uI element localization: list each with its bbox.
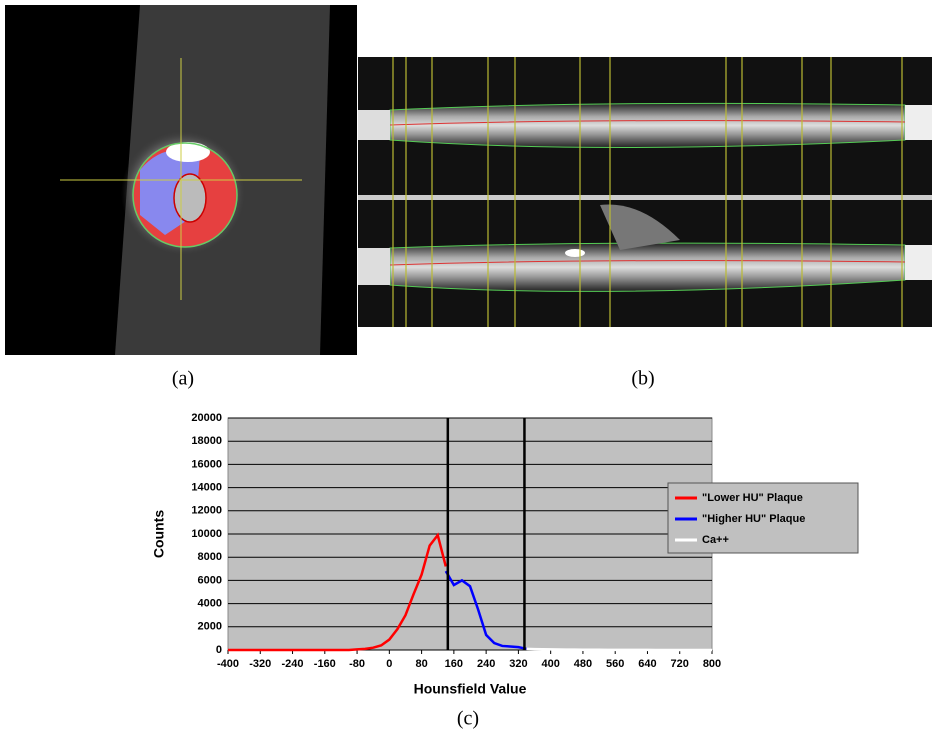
y-tick-label: 10000 [191, 528, 222, 540]
y-tick-label: 0 [216, 644, 222, 656]
x-tick-label: -160 [314, 658, 336, 670]
x-tick-label: 160 [445, 658, 463, 670]
y-tick-label: 18000 [191, 435, 222, 447]
y-tick-label: 4000 [198, 598, 222, 610]
y-axis-label: Counts [151, 510, 167, 558]
series-line [228, 532, 448, 652]
y-tick-label: 20000 [191, 412, 222, 424]
y-tick-label: 6000 [198, 574, 222, 586]
y-tick-label: 14000 [191, 482, 222, 494]
x-tick-label: -240 [282, 658, 304, 670]
x-tick-label: 400 [541, 658, 559, 670]
y-tick-label: 12000 [191, 505, 222, 517]
x-tick-label: 0 [386, 658, 392, 670]
x-tick-label: 640 [638, 658, 656, 670]
caption: (b) [631, 368, 654, 390]
legend-label: "Higher HU" Plaque [702, 513, 805, 525]
x-tick-label: -80 [349, 658, 365, 670]
x-tick-label: 240 [477, 658, 495, 670]
y-tick-label: 16000 [191, 458, 222, 470]
series-line [444, 570, 527, 651]
caption: (a) [172, 368, 194, 390]
y-tick-label: 2000 [198, 621, 222, 633]
y-tick-label: 8000 [198, 551, 222, 563]
legend-label: "Lower HU" Plaque [702, 492, 803, 504]
x-tick-label: -320 [249, 658, 271, 670]
x-tick-label: 80 [415, 658, 427, 670]
x-tick-label: 720 [671, 658, 689, 670]
legend [667, 482, 859, 554]
series-line [526, 647, 712, 652]
x-axis-label: Hounsfield Value [414, 681, 527, 697]
caption: (c) [457, 708, 479, 730]
cross-section-image [5, 5, 357, 355]
x-tick-label: -400 [217, 658, 239, 670]
longitudinal-image [358, 57, 932, 327]
x-tick-label: 800 [703, 658, 721, 670]
x-tick-label: 320 [509, 658, 527, 670]
x-tick-label: 480 [574, 658, 592, 670]
legend-label: Ca++ [702, 534, 729, 546]
x-tick-label: 560 [606, 658, 624, 670]
